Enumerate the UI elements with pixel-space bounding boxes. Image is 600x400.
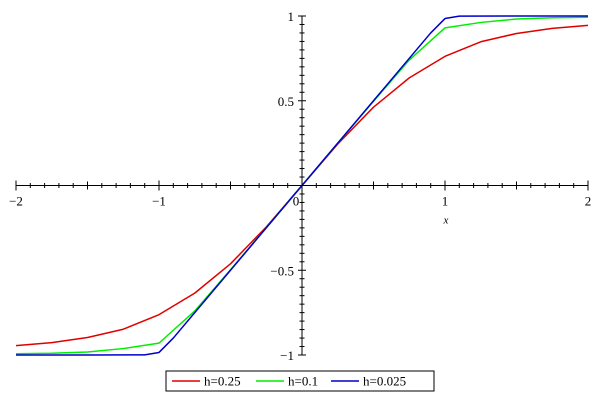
x-tick-label: −1 [152, 194, 166, 209]
x-axis-label: x [443, 215, 449, 227]
y-tick-label: −0.5 [270, 263, 294, 278]
legend-label: h=0.025 [363, 374, 406, 389]
y-tick-label: 0.5 [278, 94, 294, 109]
legend-label: h=0.25 [204, 374, 241, 389]
axes: −2 −1 0 1 2 1 0.5 −0.5 −1 x [9, 9, 591, 363]
legend: h=0.25 h=0.1 h=0.025 [165, 370, 435, 392]
x-tick-label: 2 [585, 194, 592, 209]
x-tick-label: 1 [442, 194, 449, 209]
y-tick-label: 1 [288, 9, 295, 24]
legend-label: h=0.1 [288, 374, 318, 389]
legend-box [165, 370, 435, 392]
x-tick-label: −2 [9, 194, 23, 209]
x-tick-label: 0 [293, 194, 300, 209]
y-tick-label: −1 [280, 348, 294, 363]
